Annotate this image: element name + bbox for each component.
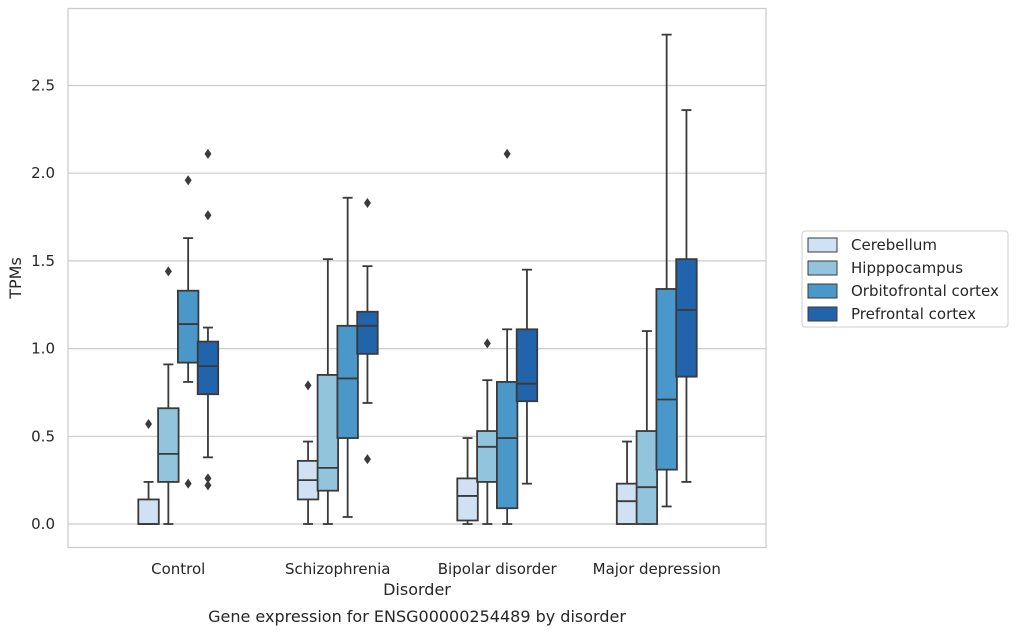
- box-prefrontal-cortex: [196, 148, 220, 491]
- outlier-point: [363, 454, 371, 465]
- y-tick-label: 1.5: [31, 252, 55, 270]
- box: [615, 482, 639, 525]
- box: [157, 407, 180, 483]
- y-tick-label: 2.5: [31, 77, 55, 95]
- y-tick-label: 0.5: [31, 427, 55, 445]
- box: [515, 328, 539, 403]
- box-orbitofrontal-cortex: [176, 175, 200, 489]
- outlier-point: [503, 148, 511, 159]
- box-cerebellum: [137, 419, 160, 525]
- box: [675, 258, 698, 378]
- x-axis-ticks: Control Schizophrenia Bipolar disorder Majo…: [151, 560, 721, 578]
- box: [137, 498, 160, 525]
- outlier-point: [145, 419, 153, 430]
- y-tick-label: 0.0: [31, 515, 55, 533]
- legend-label: Cerebellum: [851, 236, 937, 254]
- legend-swatch: [807, 283, 838, 299]
- legend: Cerebellum Hipppocampus Orbitofrontal cort…: [801, 230, 1009, 328]
- x-tick-label: Control: [151, 560, 205, 578]
- y-axis-ticks: 0.0 0.5 1.0 1.5 2.0 2.5: [31, 77, 55, 534]
- chart-caption: Gene expression for ENSG00000254489 by d…: [208, 607, 626, 626]
- outlier-point: [304, 380, 312, 391]
- box: [176, 289, 200, 364]
- box-hipppocampus: [157, 266, 180, 525]
- box-hipppocampus: [316, 258, 340, 525]
- legend-label: Hipppocampus: [851, 259, 963, 277]
- box: [456, 477, 479, 522]
- x-tick-label: Bipolar disorder: [438, 560, 558, 578]
- x-tick-label: Schizophrenia: [285, 560, 390, 578]
- box-hipppocampus: [476, 338, 499, 525]
- box-orbitofrontal-cortex: [655, 33, 678, 508]
- outlier-point: [184, 478, 192, 489]
- box-prefrontal-cortex: [356, 198, 379, 465]
- box-prefrontal-cortex: [675, 109, 698, 483]
- box-prefrontal-cortex: [515, 268, 539, 485]
- box: [495, 381, 519, 510]
- legend-swatch: [807, 260, 838, 276]
- legend-swatch: [807, 306, 838, 322]
- y-tick-label: 2.0: [31, 164, 55, 182]
- outlier-point: [204, 148, 212, 159]
- legend-label: Prefrontal cortex: [851, 305, 976, 323]
- box: [635, 430, 658, 525]
- x-axis-label: Disorder: [383, 580, 451, 599]
- box-hipppocampus: [635, 330, 658, 525]
- outlier-point: [363, 198, 371, 209]
- x-tick-label: Major depression: [593, 560, 721, 578]
- outlier-point: [483, 338, 491, 349]
- y-axis-label: TPMs: [6, 257, 25, 300]
- legend-swatch: [807, 237, 838, 253]
- box: [196, 340, 220, 396]
- box-plot-series: [137, 33, 698, 525]
- box: [356, 310, 379, 355]
- plot-frame: [67, 7, 767, 549]
- outlier-point: [204, 473, 212, 484]
- legend-frame: [801, 230, 1009, 328]
- outlier-point: [204, 210, 212, 221]
- box: [655, 288, 678, 471]
- outlier-point: [184, 175, 192, 186]
- box-cerebellum: [456, 437, 479, 525]
- box: [476, 430, 499, 483]
- outlier-point: [164, 266, 172, 277]
- box: [336, 324, 359, 439]
- legend-label: Orbitofrontal cortex: [851, 282, 999, 300]
- outlier-point: [204, 480, 212, 491]
- box-orbitofrontal-cortex: [336, 196, 359, 518]
- box-cerebellum: [615, 440, 639, 525]
- box-cerebellum: [296, 380, 320, 525]
- y-tick-label: 1.0: [31, 340, 55, 358]
- box: [316, 374, 340, 492]
- box-orbitofrontal-cortex: [495, 148, 519, 525]
